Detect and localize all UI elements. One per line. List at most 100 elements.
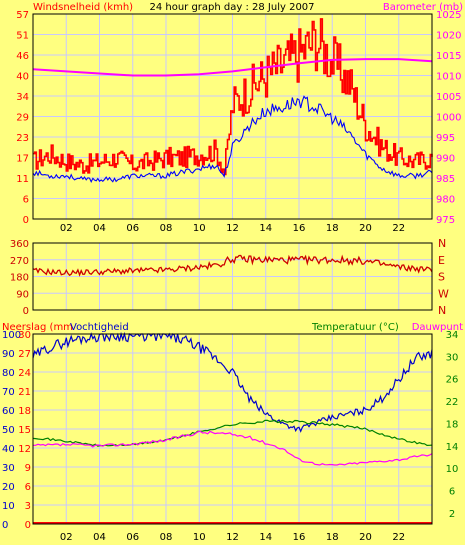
rain-tick-label: 0 [25, 520, 31, 531]
rain-tick-label: 24 [18, 368, 31, 379]
x-tick-label: 08 [160, 532, 173, 543]
humidity-tick-label: 100 [2, 330, 21, 341]
wind-tick-label: 51 [16, 31, 29, 42]
x-tick-label: 06 [126, 223, 139, 234]
rain-tick-label: 30 [18, 330, 31, 341]
humidity-tick-label: 30 [2, 463, 15, 474]
compass-label: N [438, 237, 446, 250]
rain-tick-label: 27 [18, 349, 31, 360]
x-tick-label: 16 [293, 223, 306, 234]
x-tick-label: 20 [359, 223, 372, 234]
x-tick-label: 10 [193, 223, 206, 234]
humidity-tick-label: 40 [2, 444, 15, 455]
temperature-tick-label: 22 [446, 397, 459, 408]
direction-series [32, 254, 433, 277]
temperature-tick-label: 2 [449, 509, 455, 520]
compass-label: E [438, 254, 445, 267]
barometer-tick-label: 990 [436, 154, 455, 165]
dewpoint-series [33, 430, 433, 466]
rain-tick-label: 18 [18, 406, 31, 417]
humidity-tick-label: 0 [2, 520, 8, 531]
wind-tick-label: 40 [16, 72, 29, 83]
temperature-tick-label: 10 [446, 464, 459, 475]
x-tick-label: 16 [293, 532, 306, 543]
humidity-tick-label: 70 [2, 387, 15, 398]
x-tick-label: 10 [193, 532, 206, 543]
wind-average-series [32, 95, 433, 183]
barometer-tick-label: 980 [436, 195, 455, 206]
barometer-tick-label: 1010 [436, 72, 461, 83]
wind-tick-label: 34 [16, 92, 29, 103]
rain-tick-label: 15 [18, 425, 31, 436]
direction-tick-label: 360 [10, 239, 29, 250]
dewpoint-axis-title: Dauwpunt [412, 322, 463, 333]
x-tick-label: 06 [126, 532, 139, 543]
humidity-tick-label: 80 [2, 368, 15, 379]
humidity-tick-label: 60 [2, 406, 15, 417]
barometer-axis-title: Barometer (mb) [383, 2, 463, 13]
rain-tick-label: 9 [25, 463, 31, 474]
wind-tick-label: 23 [16, 133, 29, 144]
barometer-tick-label: 1015 [436, 51, 461, 62]
rain-tick-label: 3 [25, 501, 31, 512]
temperature-tick-label: 30 [446, 352, 459, 363]
compass-label: S [438, 271, 445, 284]
wind-gust-series [33, 18, 433, 176]
x-tick-label: 14 [259, 223, 272, 234]
wind-tick-label: 57 [16, 10, 29, 21]
wind-tick-label: 17 [16, 154, 29, 165]
barometer-series [32, 58, 433, 77]
temperature-tick-label: 6 [449, 486, 455, 497]
wind-tick-label: 6 [23, 195, 29, 206]
wind-tick-label: 11 [16, 174, 29, 185]
direction-tick-label: 0 [23, 306, 29, 317]
x-tick-label: 22 [392, 532, 405, 543]
humidity-tick-label: 90 [2, 349, 15, 360]
wind-tick-label: 29 [16, 113, 29, 124]
x-tick-label: 12 [226, 223, 239, 234]
barometer-tick-label: 985 [436, 174, 455, 185]
temperature-tick-label: 34 [446, 330, 459, 341]
plot-border-2 [32, 242, 433, 311]
x-tick-label: 14 [259, 532, 272, 543]
x-tick-label: 02 [60, 223, 73, 234]
plot-border-1 [32, 13, 433, 220]
x-tick-label: 18 [326, 532, 339, 543]
x-tick-label: 08 [160, 223, 173, 234]
humidity-tick-label: 50 [2, 425, 15, 436]
rain-tick-label: 21 [18, 387, 31, 398]
rain-tick-label: 6 [25, 482, 31, 493]
temperature-tick-label: 18 [446, 419, 459, 430]
plot-border-3 [32, 333, 433, 525]
temperature-axis-title: Temperatuur (°C) [311, 322, 399, 333]
temperature-tick-label: 26 [446, 375, 459, 386]
humidity-axis-title: Vochtigheid [70, 322, 129, 333]
barometer-tick-label: 975 [436, 215, 455, 226]
x-tick-label: 12 [226, 532, 239, 543]
wind-tick-label: 46 [16, 51, 29, 62]
compass-label: N [438, 304, 446, 317]
x-tick-label: 18 [326, 223, 339, 234]
direction-tick-label: 270 [10, 256, 29, 267]
humidity-tick-label: 10 [2, 501, 15, 512]
x-tick-label: 20 [359, 532, 372, 543]
humidity-tick-label: 20 [2, 482, 15, 493]
rain-tick-label: 12 [18, 444, 31, 455]
x-tick-label: 04 [93, 223, 106, 234]
x-tick-label: 02 [60, 532, 73, 543]
direction-tick-label: 180 [10, 273, 29, 284]
temperature-tick-label: 14 [446, 442, 459, 453]
barometer-tick-label: 1000 [436, 113, 461, 124]
barometer-tick-label: 1020 [436, 31, 461, 42]
barometer-tick-label: 1025 [436, 10, 461, 21]
direction-tick-label: 90 [16, 289, 29, 300]
barometer-tick-label: 1005 [436, 92, 461, 103]
wind-tick-label: 0 [23, 215, 29, 226]
barometer-tick-label: 995 [436, 133, 455, 144]
wind-axis-title: Windsnelheid (kmh) [33, 2, 133, 13]
x-tick-label: 22 [392, 223, 405, 234]
chart-title: 24 hour graph day : 28 July 2007 [149, 2, 314, 13]
x-tick-label: 04 [93, 532, 106, 543]
